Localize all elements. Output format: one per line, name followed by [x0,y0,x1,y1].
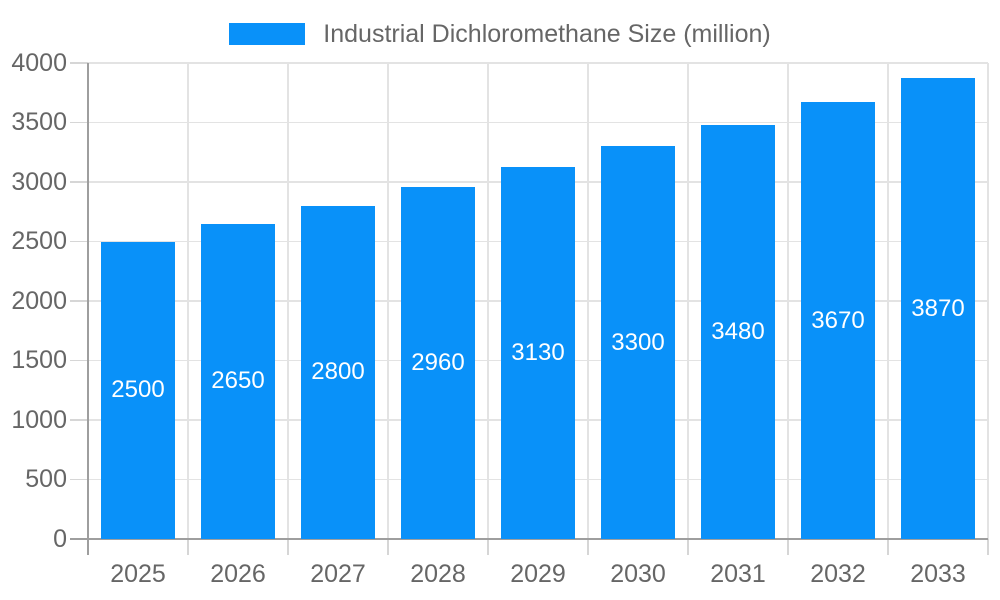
bar-2026 [201,223,275,539]
y-tick [70,300,88,302]
x-tick-label: 2028 [410,560,466,588]
bar-2029 [501,166,575,539]
y-tick-label: 2500 [11,227,67,255]
bar-2027 [301,205,375,539]
x-tick-label: 2025 [110,560,166,588]
x-tick [987,539,989,555]
bar-value-label: 3670 [811,306,865,334]
legend-label: Industrial Dichloromethane Size (million… [323,19,771,48]
x-gridline [487,63,489,539]
y-tick-label: 0 [53,524,67,553]
x-tick [787,539,789,555]
y-tick [70,478,88,481]
bar-value-label: 2500 [111,376,165,404]
x-gridline [887,63,889,539]
bar-2030 [601,146,675,539]
y-tick-label: 1000 [11,405,67,434]
y-tick-label: 500 [25,465,67,493]
y-tick-label: 4000 [11,48,67,77]
bar-2031 [701,124,775,539]
chart-legend[interactable]: Industrial Dichloromethane Size (million… [0,13,1000,55]
x-gridline [187,63,189,539]
x-tick [487,539,489,555]
bar-value-label: 3300 [611,328,665,356]
y-tick [70,419,88,421]
x-gridline [387,63,389,539]
x-tick [587,539,589,555]
x-tick-label: 2029 [510,560,566,588]
y-axis-line [87,63,89,555]
y-tick [70,359,88,362]
x-tick-label: 2031 [710,560,766,588]
y-tick-label: 3000 [11,167,67,196]
bar-2025 [101,241,175,539]
y-tick [70,62,88,64]
x-tick-label: 2030 [610,560,666,588]
x-axis-line [70,538,988,540]
bar-value-label: 2960 [411,348,465,376]
x-tick-label: 2032 [810,560,866,588]
bar-value-label: 2800 [311,358,365,386]
bar-value-label: 2650 [211,367,265,395]
x-gridline [687,63,689,539]
y-gridline [88,62,988,64]
x-gridline [287,63,289,539]
x-tick-label: 2027 [310,560,366,588]
y-tick [70,240,88,243]
x-gridline [987,63,989,539]
y-tick [70,181,88,183]
y-tick-label: 2000 [11,286,67,315]
bar-2032 [801,102,875,539]
x-tick [187,539,189,555]
x-gridline [787,63,789,539]
y-gridline [88,121,988,124]
x-tick [387,539,389,555]
legend-swatch [229,23,306,45]
x-tick-label: 2033 [910,560,966,588]
bar-value-label: 3870 [911,294,965,322]
y-tick [70,121,88,124]
bar-2028 [401,186,475,539]
y-tick-label: 3500 [11,108,67,136]
y-tick-label: 1500 [11,346,67,374]
bar-value-label: 3480 [711,317,765,345]
x-tick-label: 2026 [210,560,266,588]
x-tick [687,539,689,555]
bar-2033 [901,78,975,539]
x-tick [887,539,889,555]
x-gridline [587,63,589,539]
x-tick [287,539,289,555]
bar-value-label: 3130 [511,338,565,366]
